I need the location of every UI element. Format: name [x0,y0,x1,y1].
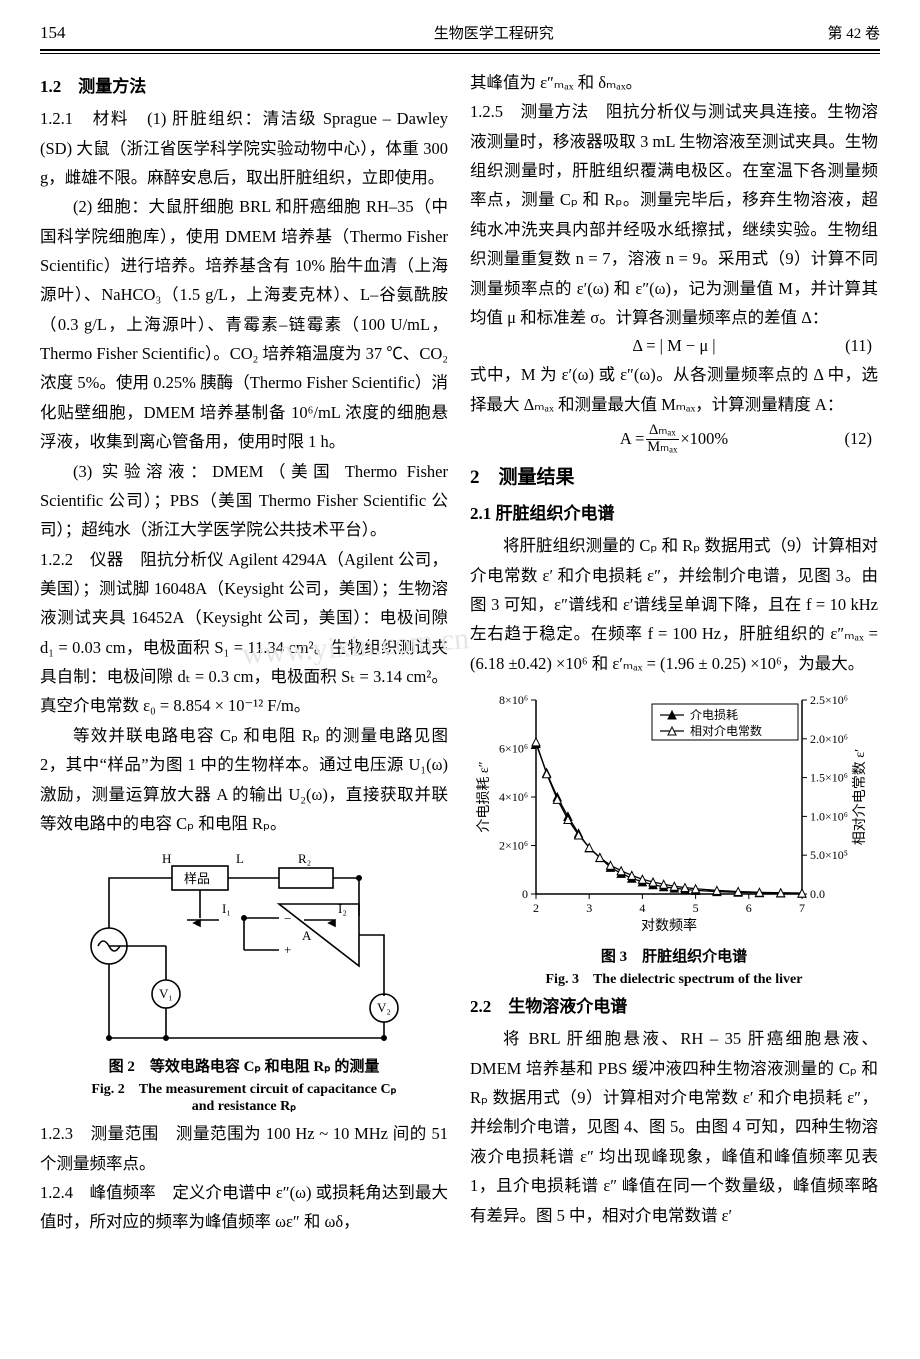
content-columns: 1.2 测量方法 1.2.1 材料 (1) 肝脏组织：清洁级 Sprague –… [0,68,920,1237]
p-1-2-5a: 1.2.5 测量方法 阻抗分析仪与测试夹具连接。生物溶液测量时，移液器吸取 3 … [470,97,878,332]
p-1-2-5b: 式中，M 为 ε′(ω) 或 ε″(ω)。从各测量频率点的 Δ 中，选择最大 Δ… [470,360,878,419]
svg-text:相对介电常数 ε′: 相对介电常数 ε′ [852,749,868,845]
svg-text:8×10⁶: 8×10⁶ [499,693,528,707]
label-I2: I₂ [338,901,347,916]
eq11-body: Δ = | M − μ | [632,336,715,356]
fig2-caption-en1: Fig. 2 The measurement circuit of capaci… [40,1078,448,1098]
p-1-2-1-a: 1.2.1 材料 (1) 肝脏组织：清洁级 Sprague – Dawley (… [40,104,448,192]
svg-text:2.0×10⁶: 2.0×10⁶ [810,732,848,746]
page-header: 154 生物医学工程研究 第 42 卷 [0,0,920,49]
fig3-caption-en: Fig. 3 The dielectric spectrum of the li… [470,968,878,988]
figure-3: 2 3 4 5 6 7 对数频率 0 2×10⁶ 4×10⁶ 6×10⁶ 8×10⁶ 介电损耗 ε″ 0.… [470,686,878,988]
svg-text:介电损耗: 介电损耗 [690,708,738,722]
svg-text:4×10⁶: 4×10⁶ [499,790,528,804]
svg-text:6×10⁶: 6×10⁶ [499,742,528,756]
svg-text:0: 0 [522,887,528,901]
svg-text:+: + [284,942,291,957]
fig2-caption-en2: and resistance Rₚ [40,1098,448,1115]
equation-12: A = Δₘₐₓ Mₘₐₓ ×100% (12) [470,423,878,455]
journal-title: 生物医学工程研究 [160,22,827,43]
sec-2: 2 测量结果 [470,461,878,495]
eq12-pre: A = [620,429,644,449]
svg-text:0.0: 0.0 [810,887,825,901]
page-number: 154 [40,23,160,43]
fig2-caption-zh: 图 2 等效电路电容 Cₚ 和电阻 Rₚ 的测量 [40,1055,448,1076]
header-rule [40,49,880,54]
fig3-caption-zh: 图 3 肝脏组织介电谱 [470,945,878,966]
svg-text:2: 2 [533,901,539,915]
figure-2: H 样品 L R₂ I₁ I₂ A V₁ V₂ − + 图 2 等效电路电容 C… [40,846,448,1115]
p-1-2-4: 1.2.4 峰值频率 定义介电谱中 ε″(ω) 或损耗角达到最大值时，所对应的频… [40,1178,448,1237]
svg-text:2.5×10⁶: 2.5×10⁶ [810,693,848,707]
dielectric-chart: 2 3 4 5 6 7 对数频率 0 2×10⁶ 4×10⁶ 6×10⁶ 8×10⁶ 介电损耗 ε″ 0.… [474,686,874,936]
label-I1: I₁ [222,901,231,916]
label-V2: V₂ [377,1000,391,1015]
svg-text:5.0×10⁵: 5.0×10⁵ [810,848,848,862]
svg-text:7: 7 [799,901,805,915]
eq12-num: Δₘₐₓ [646,423,679,440]
label-V1: V₁ [159,986,173,1001]
sec-2-2: 2.2 生物溶液介电谱 [470,992,878,1022]
svg-text:6: 6 [746,901,752,915]
equation-11: Δ = | M − μ | (11) [470,336,878,356]
svg-text:5: 5 [693,901,699,915]
p-1-2-1-b: (2) 细胞：大鼠肝细胞 BRL 和肝癌细胞 RH–35（中国科学院细胞库），使… [40,192,448,456]
p-1-2-3: 1.2.3 测量范围 测量范围为 100 Hz ~ 10 MHz 间的 51 个… [40,1119,448,1178]
eq11-label: (11) [845,336,872,356]
svg-text:1.0×10⁶: 1.0×10⁶ [810,810,848,824]
label-H: H [162,851,171,866]
eq12-label: (12) [845,429,873,449]
svg-text:4: 4 [639,901,645,915]
eq12-den: Mₘₐₓ [644,440,680,456]
eq12-frac: Δₘₐₓ Mₘₐₓ [644,423,680,455]
svg-text:对数频率: 对数频率 [641,917,697,934]
svg-text:介电损耗 ε″: 介电损耗 ε″ [476,761,492,832]
p-2-1a: 将肝脏组织测量的 Cₚ 和 Rₚ 数据用式（9）计算相对介电常数 ε′ 和介电损… [470,531,878,678]
svg-text:1.5×10⁶: 1.5×10⁶ [810,771,848,785]
p-1-2-2-a: 1.2.2 仪器 阻抗分析仪 Agilent 4294A（Agilent 公司，… [40,545,448,721]
svg-text:3: 3 [586,901,592,915]
svg-text:相对介电常数: 相对介电常数 [690,723,762,738]
p-1-2-2-b: 等效并联电路电容 Cₚ 和电阻 Rₚ 的测量电路见图 2，其中“样品”为图 1 … [40,721,448,838]
p-2-2a: 将 BRL 肝细胞悬液、RH – 35 肝癌细胞悬液、DMEM 培养基和 PBS… [470,1024,878,1230]
label-sample: 样品 [184,871,210,886]
p-1-2-1-c: (3) 实验溶液：DMEM（美国 Thermo Fisher Scientifi… [40,457,448,545]
label-L: L [236,851,244,866]
label-A: A [302,928,312,943]
circuit-diagram: H 样品 L R₂ I₁ I₂ A V₁ V₂ − + [74,846,414,1046]
label-R2: R₂ [298,851,311,866]
right-column: 其峰值为 ε″ₘₐₓ 和 δₘₐₓ。 1.2.5 测量方法 阻抗分析仪与测试夹具… [470,68,878,1237]
sec-2-1: 2.1 肝脏组织介电谱 [470,499,878,529]
volume-label: 第 42 卷 [827,22,880,43]
svg-text:2×10⁶: 2×10⁶ [499,839,528,853]
eq12-post: ×100% [680,429,728,449]
sec-1-2: 1.2 测量方法 [40,72,448,102]
left-column: 1.2 测量方法 1.2.1 材料 (1) 肝脏组织：清洁级 Sprague –… [40,68,448,1237]
p-1-2-4b: 其峰值为 ε″ₘₐₓ 和 δₘₐₓ。 [470,68,878,97]
svg-text:−: − [284,911,291,926]
